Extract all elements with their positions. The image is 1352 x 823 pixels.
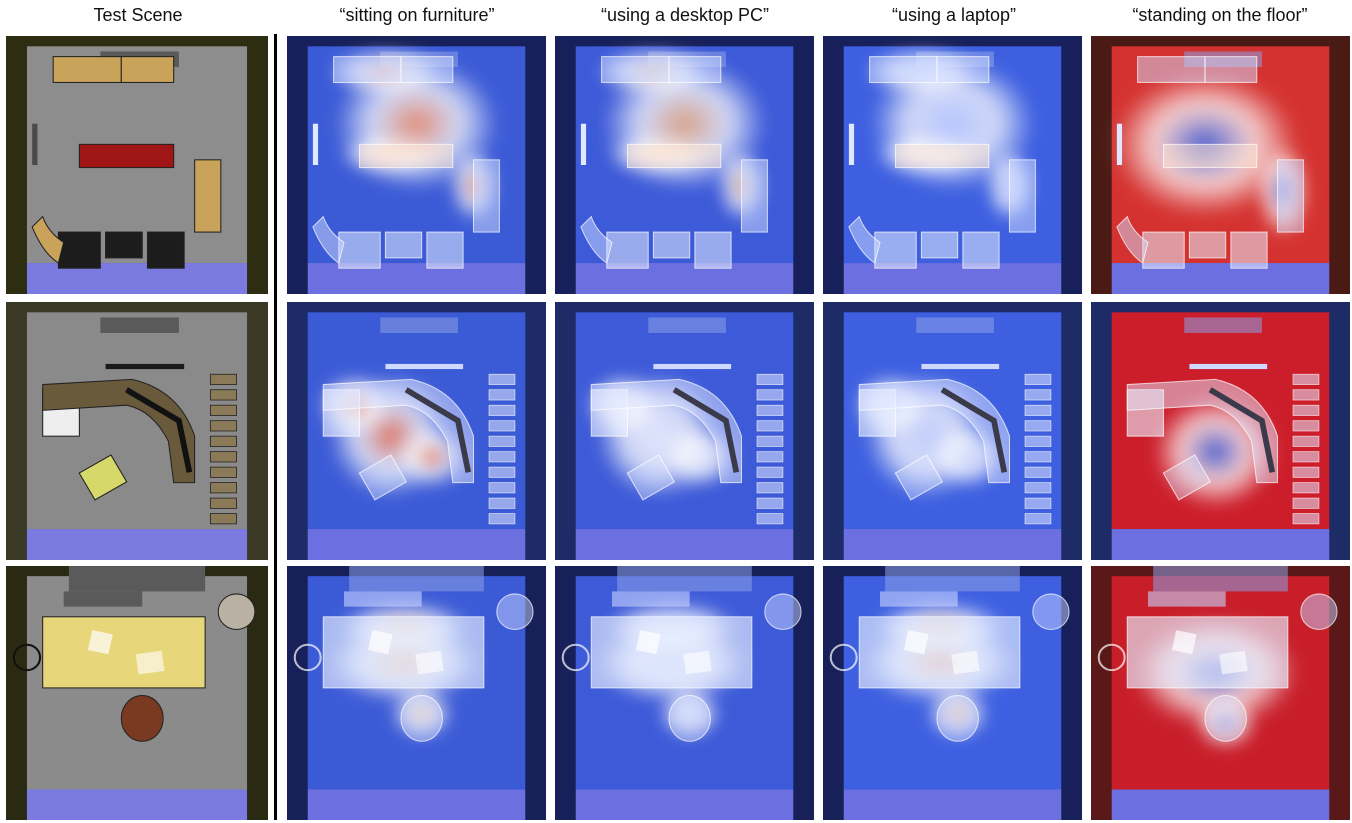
heatmap-image-3-1: [287, 566, 546, 820]
heatmap-image-2-4: [1091, 302, 1350, 560]
test-scene-image-1-0: [6, 36, 268, 294]
heatmap-image-2-2: [555, 302, 814, 560]
heatmap-image-3-4: [1091, 566, 1350, 820]
heatmap-image-1-4: [1091, 36, 1350, 294]
col-header-sitting-on-furniture: “sitting on furniture”: [339, 5, 495, 25]
heatmap-image-1-3: [823, 36, 1082, 294]
heatmap-image-1-1: [287, 36, 546, 294]
heatmap-image-3-3: [823, 566, 1082, 820]
col-header-standing-on-floor: “standing on the floor”: [1132, 5, 1308, 25]
test-scene-image-3-0: [6, 566, 268, 820]
col-header-using-laptop: “using a laptop”: [891, 5, 1017, 25]
col-header-using-desktop-pc: “using a desktop PC”: [600, 5, 770, 25]
test-scene-image-2-0: [6, 302, 268, 560]
heatmap-image-1-2: [555, 36, 814, 294]
col-header-test-scene: Test Scene: [93, 5, 183, 25]
heatmap-image-2-3: [823, 302, 1082, 560]
column-divider: [274, 34, 277, 820]
heatmap-image-3-2: [555, 566, 814, 820]
heatmap-image-2-1: [287, 302, 546, 560]
